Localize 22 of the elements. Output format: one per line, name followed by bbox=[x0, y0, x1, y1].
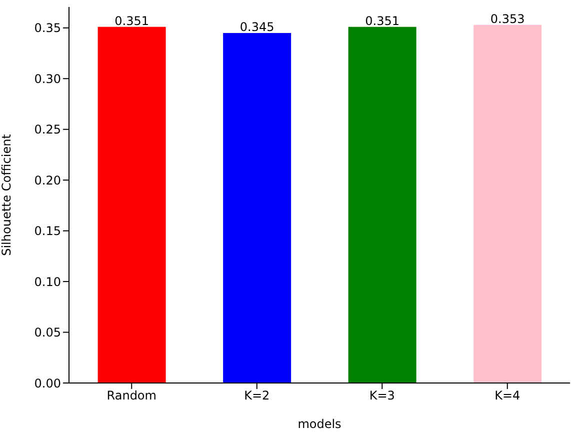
data-label: 0.351 bbox=[114, 14, 149, 28]
x-axis-title: models bbox=[298, 417, 342, 431]
bar bbox=[98, 26, 166, 383]
y-tick-label: 0.30 bbox=[34, 72, 61, 86]
y-tick-label: 0.05 bbox=[34, 326, 61, 340]
data-label: 0.351 bbox=[365, 14, 400, 28]
y-tick-label: 0.35 bbox=[34, 21, 61, 36]
y-tick-label: 0.20 bbox=[34, 173, 61, 188]
y-tick-label: 0.10 bbox=[34, 274, 61, 289]
bar bbox=[223, 32, 292, 383]
x-tick-label: K=3 bbox=[369, 388, 395, 403]
data-label: 0.353 bbox=[490, 12, 525, 26]
y-tick-label: 0.15 bbox=[34, 224, 61, 238]
x-tick-label: K=4 bbox=[494, 388, 520, 403]
bar bbox=[474, 24, 542, 383]
x-tick-label: K=2 bbox=[244, 388, 270, 403]
y-axis-title: Silhouette Cofficient bbox=[0, 134, 14, 256]
x-tick-label: Random bbox=[106, 388, 156, 403]
y-tick-label: 0.25 bbox=[34, 122, 61, 137]
data-label: 0.345 bbox=[240, 20, 274, 34]
y-tick-label: 0.00 bbox=[34, 376, 61, 390]
bar bbox=[348, 26, 416, 383]
